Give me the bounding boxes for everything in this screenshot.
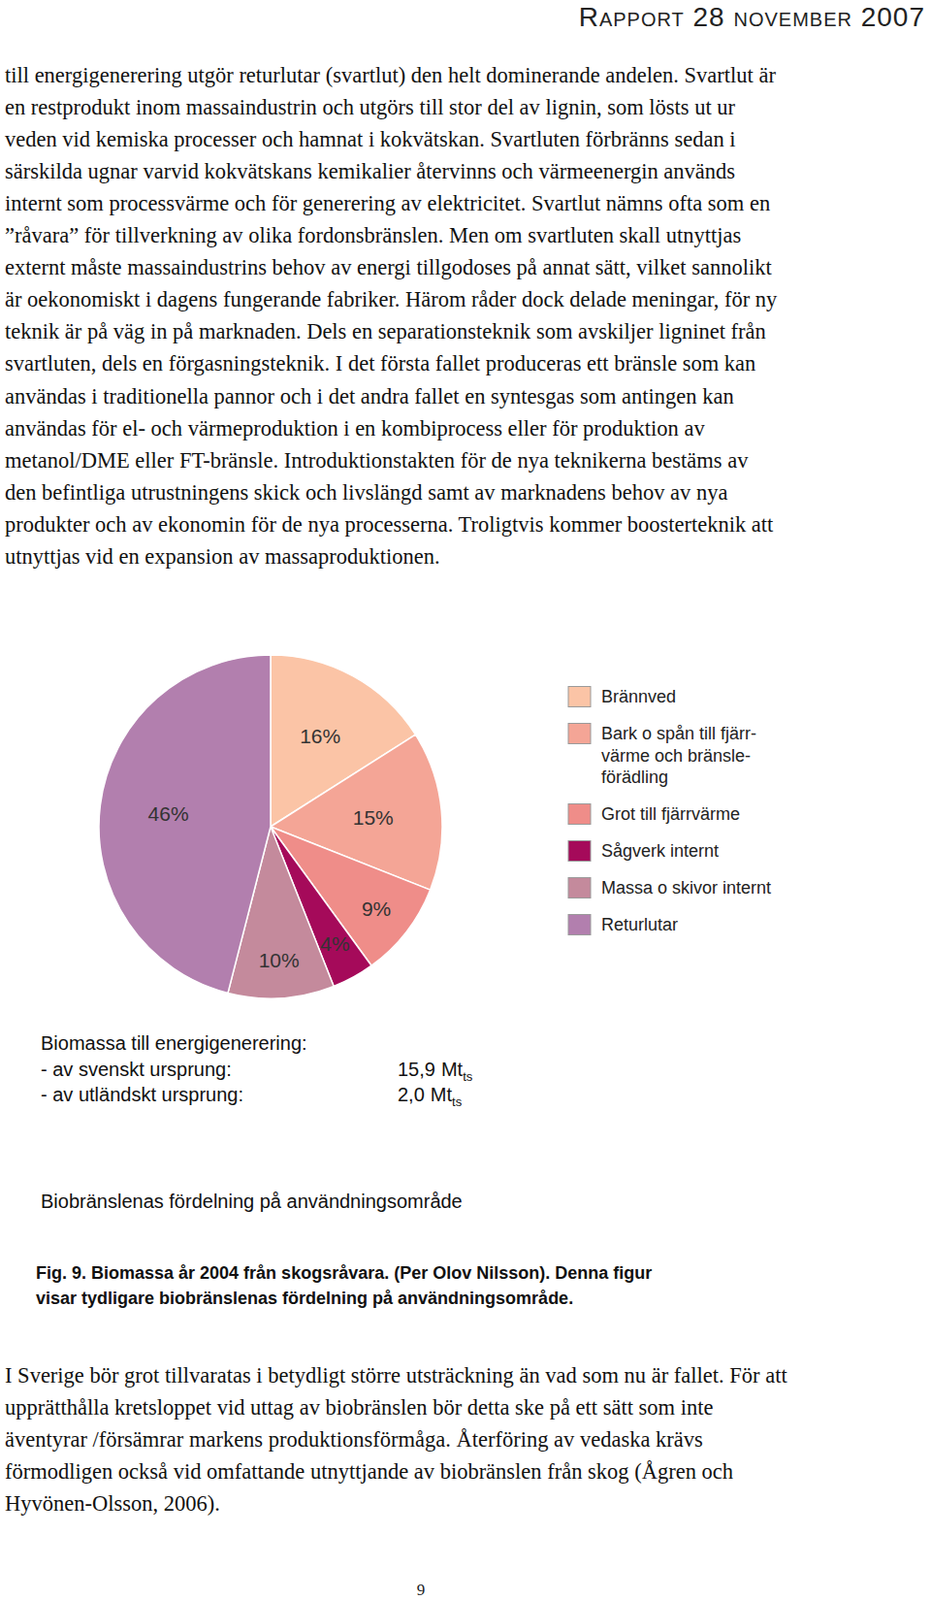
legend-swatch — [568, 723, 591, 744]
page-number: 9 — [417, 1579, 426, 1599]
paragraph-line: I Sverige bör grot tillvaratas i betydli… — [4, 1362, 788, 1387]
annotation-number: 15,9 — [397, 1058, 436, 1080]
chart-title: Biobränslenas fördelning på användningso… — [40, 1189, 463, 1212]
page: Rapport 28 november 2007 till energigener… — [0, 0, 931, 1600]
paragraph-line: metanol/DME eller FT-bränsle. Introdukti… — [4, 448, 749, 473]
paragraph-line: en restprodukt inom massaindustrin och u… — [4, 95, 737, 120]
legend: Brännved Bark o spån till fjärr-värme och… — [568, 686, 771, 935]
annotation-unit: Mt — [441, 1058, 464, 1080]
caption-line: Fig. 9. Biomassa år 2004 från skogsråvar… — [35, 1262, 652, 1283]
paragraph-line: användas för el- och värmeproduktion i e… — [4, 416, 706, 441]
paragraph-line: särskilda ugnar varvid kokvätskans kemik… — [4, 159, 736, 184]
pie-slice — [98, 654, 271, 993]
paragraph-line: upprätthålla kretsloppet vid uttag av bi… — [4, 1394, 713, 1419]
annotation-text: - av svenskt ursprung: — [40, 1058, 232, 1080]
legend-swatch — [568, 877, 591, 899]
legend-label-line: Massa o skivor internt — [601, 877, 771, 898]
paragraph-line: Hyvönen-Olsson, 2006). — [4, 1490, 221, 1515]
paragraph-line: den befintliga utrustningens skick och l… — [4, 480, 728, 505]
legend-label: Brännved — [601, 686, 676, 707]
paragraph: I Sverige bör grot tillvaratas i betydli… — [4, 1362, 788, 1515]
header-title: Rapport 28 november 2007 — [578, 1, 926, 33]
annotation-number: 2,0 — [397, 1083, 425, 1105]
annotation-text: - av utländskt ursprung: — [40, 1083, 244, 1105]
legend-label-line: Returlutar — [601, 914, 678, 934]
annotation-subscript: ts — [451, 1093, 463, 1109]
annotation-value: 15,9Mtts — [397, 1058, 474, 1084]
annotation-unit: Mt — [430, 1083, 453, 1105]
paragraph-line: internt som processvärme och för generer… — [4, 191, 771, 216]
legend-label: Grot till fjärrvärme — [601, 803, 740, 824]
legend-swatch — [568, 914, 591, 935]
legend-label: Bark o spån till fjärr-värme och bränsle… — [601, 723, 757, 787]
paragraph-line: ”råvara” för tillverkning av olika fordo… — [4, 223, 741, 248]
paragraph-line: äventyrar /försämrar markens produktions… — [4, 1426, 704, 1451]
legend-swatch — [568, 803, 591, 825]
legend-label: Massa o skivor internt — [601, 877, 771, 898]
legend-label-line: Bark o spån till fjärr- — [601, 723, 757, 743]
data-label: 15% — [353, 805, 394, 829]
data-label: 9% — [361, 897, 391, 920]
pie-labels: 16% 15% 9% 4% 10% 46% — [148, 724, 394, 971]
paragraph-line: externt måste massaindustrins behov av e… — [4, 255, 772, 280]
legend-label: Sågverk internt — [601, 840, 719, 861]
paragraph-line: användas i traditionella pannor och i de… — [4, 384, 735, 409]
chart: 16% 15% 9% 4% 10% 46% Brännved Bark o spån till… — [40, 654, 771, 1212]
page-background — [0, 0, 931, 1600]
paragraph-line: svartluten, dels en förgasningsteknik. I… — [4, 351, 756, 376]
legend-label-line: Grot till fjärrvärme — [601, 803, 740, 824]
data-label: 46% — [148, 802, 190, 825]
caption: Fig. 9. Biomassa år 2004 från skogsråvar… — [35, 1262, 652, 1308]
paragraph: till energigenerering utgör returlutar (… — [4, 63, 778, 570]
legend-label-line: Sågverk internt — [601, 840, 719, 861]
legend-swatch — [568, 840, 591, 862]
annotation-text: Biomassa till energigenerering: — [40, 1031, 308, 1054]
legend-label: Returlutar — [601, 914, 678, 934]
legend-label-line: Brännved — [601, 686, 676, 707]
caption-line: visar tydligare biobränslenas fördelning… — [35, 1287, 574, 1308]
legend-label-line: förädling — [601, 767, 669, 787]
legend-swatch — [568, 686, 591, 707]
annotations: Biomassa till energigenerering: - av sven… — [40, 1031, 474, 1109]
annotation-subscript: ts — [462, 1067, 474, 1083]
paragraph-line: förmodligen också vid omfattande utnyttj… — [4, 1458, 734, 1483]
legend-label-line: värme och bränsle- — [601, 745, 751, 766]
paragraph-line: veden vid kemiska processer och hamnat i… — [4, 127, 737, 152]
data-label: 10% — [258, 948, 300, 971]
data-label: 4% — [320, 931, 350, 955]
paragraph-line: utnyttjas vid en expansion av massaprodu… — [4, 544, 441, 569]
annotation-value: 2,0Mtts — [397, 1083, 463, 1109]
paragraph-line: produkter och av ekonomin för de nya pro… — [4, 512, 774, 537]
paragraph-line: till energigenerering utgör returlutar (… — [4, 63, 776, 88]
data-label: 16% — [299, 724, 341, 747]
paragraph-line: är oekonomiskt i dagens fungerande fabri… — [4, 287, 778, 312]
paragraph-line: teknik är på väg in på marknaden. Dels e… — [4, 319, 767, 344]
pie-slices — [98, 654, 443, 998]
